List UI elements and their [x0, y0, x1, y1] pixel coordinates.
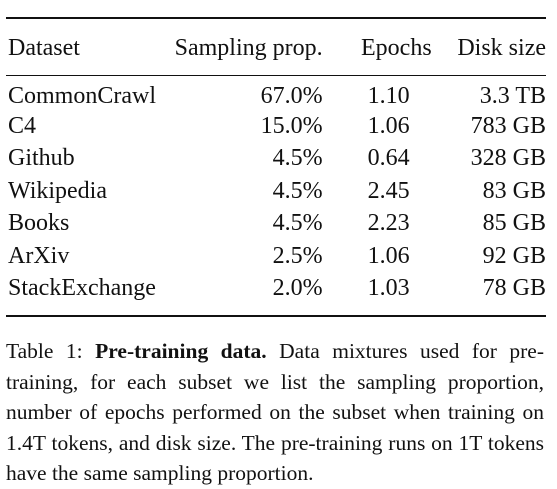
cell-disk: 83 GB: [482, 177, 546, 204]
cell-dataset: Github: [8, 145, 75, 172]
cell-sampling: 15.0%: [260, 112, 323, 139]
header-disk-size: Disk size: [457, 34, 546, 61]
cell-epochs: 1.06: [367, 112, 410, 139]
cell-disk: 328 GB: [470, 145, 546, 172]
cell-sampling: 4.5%: [272, 177, 323, 204]
table-row: Github 4.5% 0.64 328 GB: [6, 143, 546, 176]
cell-disk: 783 GB: [470, 112, 546, 139]
header-epochs: Epochs: [361, 34, 432, 61]
data-table: Dataset Sampling prop. Epochs Disk size …: [6, 17, 546, 305]
cell-sampling: 2.0%: [272, 275, 323, 302]
cell-dataset: Books: [8, 210, 70, 237]
table-row: StackExchange 2.0% 1.03 78 GB: [6, 273, 546, 306]
table-top-rule: [6, 17, 546, 19]
caption-title: Pre-training data.: [95, 339, 267, 363]
cell-dataset: C4: [8, 112, 37, 139]
table-bottom-rule: [6, 315, 546, 317]
header-dataset: Dataset: [8, 34, 80, 61]
table-row: Books 4.5% 2.23 85 GB: [6, 208, 546, 241]
cell-sampling: 4.5%: [272, 145, 323, 172]
table-row: ArXiv 2.5% 1.06 92 GB: [6, 240, 546, 273]
cell-epochs: 2.23: [367, 210, 410, 237]
cell-dataset: Wikipedia: [8, 177, 107, 204]
table-caption: Table 1: Pre-training data. Data mixture…: [6, 336, 544, 489]
cell-epochs: 2.45: [367, 177, 410, 204]
cell-dataset: ArXiv: [8, 242, 70, 269]
cell-disk: 78 GB: [482, 275, 546, 302]
cell-sampling: 2.5%: [272, 242, 323, 269]
table-header-row: Dataset Sampling prop. Epochs Disk size: [6, 17, 546, 77]
cell-dataset: StackExchange: [8, 275, 156, 302]
cell-epochs: 1.03: [367, 275, 410, 302]
table-row: CommonCrawl 67.0% 1.10 3.3 TB: [6, 77, 546, 110]
cell-disk: 3.3 TB: [479, 83, 546, 109]
caption-text: Data mixtures used for pre-training, for…: [6, 339, 545, 485]
cell-epochs: 0.64: [367, 145, 410, 172]
cell-dataset: CommonCrawl: [8, 83, 156, 109]
table-row: C4 15.0% 1.06 783 GB: [6, 110, 546, 143]
cell-disk: 85 GB: [482, 210, 546, 237]
cell-disk: 92 GB: [482, 242, 546, 269]
cell-epochs: 1.06: [367, 242, 410, 269]
cell-epochs: 1.10: [367, 83, 410, 109]
cell-sampling: 67.0%: [260, 83, 323, 109]
table-row: Wikipedia 4.5% 2.45 83 GB: [6, 175, 546, 208]
cell-sampling: 4.5%: [272, 210, 323, 237]
table-header-rule: [6, 75, 546, 76]
caption-label: Table 1:: [6, 339, 83, 363]
header-sampling-prop: Sampling prop.: [174, 34, 323, 61]
